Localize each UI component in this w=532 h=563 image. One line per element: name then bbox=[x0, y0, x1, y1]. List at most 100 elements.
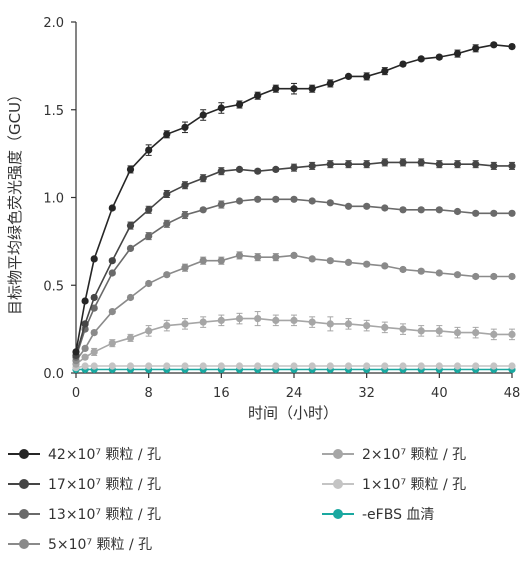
data-point bbox=[344, 362, 353, 370]
data-point bbox=[254, 92, 262, 100]
data-point bbox=[435, 269, 443, 277]
data-point bbox=[217, 316, 225, 324]
data-point bbox=[417, 158, 425, 166]
data-point bbox=[90, 304, 98, 312]
data-point bbox=[472, 44, 480, 52]
data-point bbox=[254, 362, 262, 370]
data-point bbox=[199, 174, 207, 182]
data-point bbox=[326, 362, 334, 370]
data-point bbox=[181, 211, 189, 219]
data-point bbox=[472, 209, 480, 217]
legend-item: -eFBS 血清 bbox=[322, 504, 434, 524]
data-point bbox=[108, 308, 116, 316]
data-point bbox=[290, 164, 298, 172]
data-point bbox=[290, 362, 298, 370]
data-point bbox=[472, 160, 480, 168]
data-point bbox=[381, 204, 389, 212]
data-point bbox=[163, 271, 171, 279]
data-point bbox=[199, 318, 207, 326]
data-point bbox=[108, 339, 116, 347]
series-1 bbox=[72, 158, 516, 359]
data-point bbox=[254, 253, 262, 261]
data-point bbox=[272, 253, 280, 261]
data-point bbox=[235, 315, 244, 323]
data-point bbox=[108, 204, 116, 212]
data-point bbox=[272, 316, 280, 324]
data-point bbox=[435, 53, 443, 61]
data-point bbox=[163, 220, 171, 228]
data-point bbox=[490, 362, 498, 370]
data-point bbox=[435, 160, 443, 168]
data-point bbox=[145, 327, 153, 335]
x-tick-label: 24 bbox=[286, 386, 303, 401]
data-point bbox=[163, 130, 171, 138]
data-point bbox=[308, 318, 316, 326]
series-4 bbox=[72, 311, 516, 368]
data-point bbox=[235, 362, 244, 370]
data-point bbox=[145, 279, 153, 288]
data-point bbox=[72, 348, 80, 356]
data-point bbox=[308, 197, 316, 205]
data-point bbox=[435, 362, 443, 370]
line-chart: 0.0 0.5 1.0 1.5 2.0 0 8 16 24 32 40 48 时间（小时） 目标物平均… bbox=[6, 16, 520, 422]
data-point bbox=[344, 160, 353, 168]
data-point bbox=[181, 123, 189, 131]
data-point bbox=[508, 43, 516, 51]
data-point bbox=[181, 181, 189, 189]
data-point bbox=[308, 85, 316, 93]
data-point bbox=[290, 195, 298, 203]
data-point bbox=[126, 244, 135, 252]
data-point bbox=[181, 264, 189, 272]
y-tick-label: 0.0 bbox=[43, 367, 64, 382]
data-point bbox=[326, 257, 334, 265]
legend-item: 42×10⁷ 颗粒 / 孔 bbox=[8, 444, 161, 464]
legend-label: 2×10⁷ 颗粒 / 孔 bbox=[362, 447, 467, 463]
data-point bbox=[90, 362, 98, 370]
data-point bbox=[326, 160, 334, 168]
data-point bbox=[235, 100, 244, 109]
data-point bbox=[472, 329, 480, 337]
chart-axes: 0.0 0.5 1.0 1.5 2.0 0 8 16 24 32 40 48 bbox=[43, 16, 520, 401]
legend-swatch bbox=[8, 539, 40, 549]
data-point bbox=[108, 362, 116, 370]
legend-item: 17×10⁷ 颗粒 / 孔 bbox=[8, 474, 161, 494]
data-point bbox=[90, 293, 98, 302]
data-point bbox=[181, 362, 189, 370]
legend-label: 5×10⁷ 颗粒 / 孔 bbox=[48, 537, 153, 553]
data-point bbox=[399, 158, 407, 166]
legend-swatch bbox=[8, 509, 40, 519]
data-point bbox=[381, 323, 389, 331]
data-point bbox=[363, 362, 371, 370]
data-point bbox=[308, 362, 316, 370]
data-point bbox=[235, 165, 244, 173]
data-point bbox=[199, 257, 207, 265]
data-point bbox=[163, 190, 171, 198]
data-point bbox=[344, 320, 353, 328]
data-point bbox=[217, 104, 225, 112]
data-point bbox=[508, 362, 516, 370]
data-point bbox=[199, 111, 207, 119]
legend-label: 17×10⁷ 颗粒 / 孔 bbox=[48, 477, 162, 493]
data-point bbox=[272, 165, 280, 173]
legend-swatch bbox=[322, 509, 354, 519]
y-tick-label: 1.5 bbox=[43, 104, 64, 119]
data-point bbox=[163, 362, 171, 370]
data-point bbox=[381, 158, 389, 166]
data-point bbox=[217, 257, 225, 265]
y-tick-label: 0.5 bbox=[43, 279, 64, 294]
data-point bbox=[453, 160, 462, 168]
y-tick-label: 1.0 bbox=[43, 192, 64, 207]
data-point bbox=[417, 267, 425, 275]
data-point bbox=[363, 72, 371, 80]
data-point bbox=[290, 85, 298, 93]
data-point bbox=[326, 199, 334, 207]
series-3 bbox=[72, 251, 516, 365]
data-point bbox=[126, 334, 135, 342]
data-point bbox=[81, 297, 89, 305]
legend-item: 2×10⁷ 颗粒 / 孔 bbox=[322, 444, 466, 464]
data-point bbox=[453, 50, 462, 58]
data-point bbox=[326, 79, 334, 87]
data-point bbox=[453, 271, 462, 279]
data-point bbox=[381, 262, 389, 270]
chart-series bbox=[72, 41, 516, 374]
